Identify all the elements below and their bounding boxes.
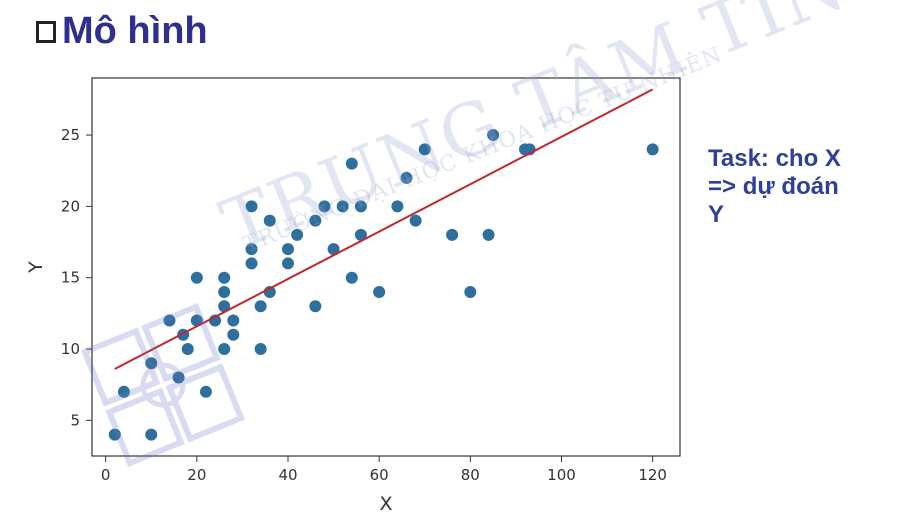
x-tick-label: 100 <box>547 466 576 484</box>
data-point <box>245 243 258 256</box>
data-point <box>245 200 258 213</box>
data-point <box>309 300 322 313</box>
data-point <box>218 285 231 298</box>
x-tick-label: 120 <box>638 466 667 484</box>
x-tick-label: 20 <box>187 466 206 484</box>
data-point <box>446 228 459 241</box>
data-point <box>218 271 231 284</box>
data-point <box>391 200 404 213</box>
data-point <box>487 129 500 142</box>
data-point <box>163 314 176 327</box>
data-point <box>464 285 477 298</box>
y-tick-label: 20 <box>61 197 80 215</box>
data-point <box>245 257 258 270</box>
x-tick-label: 40 <box>278 466 297 484</box>
task-description: Task: cho X => dự đoán Y <box>708 145 893 229</box>
data-point <box>145 357 158 370</box>
data-point <box>354 228 367 241</box>
data-point <box>218 343 231 356</box>
slide-title-text: Mô hình <box>62 10 208 52</box>
data-point <box>145 428 158 441</box>
data-point <box>227 314 240 327</box>
data-point <box>227 328 240 341</box>
y-tick-label: 10 <box>61 340 80 358</box>
checkbox-bullet-icon <box>36 20 56 43</box>
data-point <box>400 171 413 184</box>
plot-frame <box>91 77 681 457</box>
data-point <box>282 243 294 256</box>
data-point <box>418 143 431 156</box>
data-point <box>373 285 386 298</box>
data-point <box>263 214 276 227</box>
data-point <box>282 257 294 270</box>
data-point <box>218 300 231 313</box>
data-point <box>190 314 203 327</box>
data-point <box>291 228 304 241</box>
data-point <box>108 428 121 441</box>
data-point <box>309 214 322 227</box>
data-point <box>646 143 659 156</box>
y-tick-label: 5 <box>70 411 80 429</box>
regression-line <box>114 88 654 370</box>
y-tick-label: 25 <box>61 126 80 144</box>
data-point <box>172 371 185 384</box>
task-line: Y <box>708 201 725 228</box>
y-tick-label: 15 <box>61 269 80 287</box>
data-point <box>254 300 267 313</box>
task-line: => dự đoán <box>708 173 839 200</box>
data-point <box>199 385 212 398</box>
data-point <box>327 243 340 256</box>
x-tick-label: 80 <box>461 466 480 484</box>
data-point <box>482 228 495 241</box>
data-point <box>345 157 358 170</box>
x-tick-label: 0 <box>101 466 111 484</box>
data-point <box>181 343 194 356</box>
data-point <box>409 214 422 227</box>
slide-title: Mô hình <box>36 10 208 53</box>
data-point <box>117 385 130 398</box>
x-axis-label: X <box>379 493 392 515</box>
data-point <box>345 271 358 284</box>
data-point <box>318 200 331 213</box>
task-line: Task: cho X <box>708 145 841 172</box>
x-tick-label: 60 <box>370 466 389 484</box>
data-point <box>336 200 349 213</box>
data-point <box>254 343 267 356</box>
y-axis-label: Y <box>25 261 47 274</box>
data-point <box>354 200 367 213</box>
data-point <box>190 271 203 284</box>
